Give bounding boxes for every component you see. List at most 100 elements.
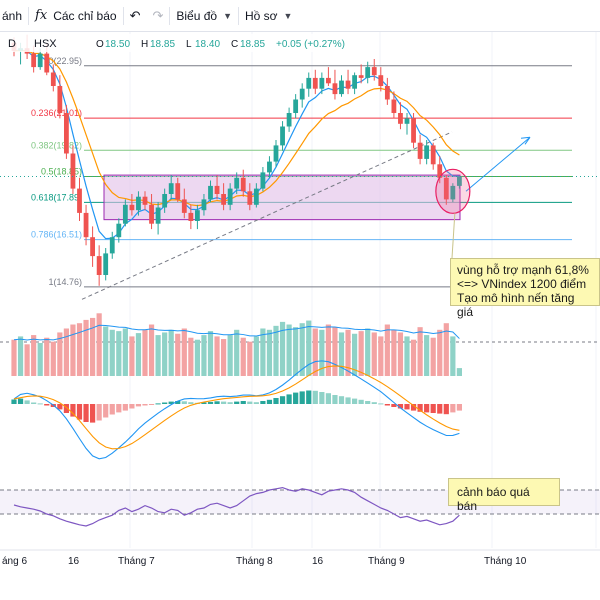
volume-bar	[286, 324, 292, 376]
macd-histogram-bar	[391, 404, 397, 407]
volume-bar	[116, 331, 122, 376]
volume-bar	[240, 337, 246, 376]
annotation-connector	[451, 213, 456, 259]
volume-bar	[96, 313, 102, 376]
volume-bar	[90, 317, 96, 376]
chart-type-label: Biểu đồ	[176, 8, 218, 23]
profile-button[interactable]: Hồ sơ ▼	[239, 0, 298, 31]
macd-histogram-bar	[371, 402, 377, 404]
redo-icon: ↷	[152, 7, 164, 23]
macd-histogram-bar	[76, 404, 83, 420]
macd-histogram-bar	[188, 402, 194, 404]
macd-histogram-bar	[279, 396, 286, 404]
redo-button[interactable]: ↷	[146, 0, 169, 31]
macd-histogram-bar	[175, 401, 181, 404]
volume-bar	[273, 325, 279, 376]
toolbar-divider	[28, 6, 30, 25]
macd-histogram-bar	[155, 403, 161, 405]
profile-label: Hồ sơ	[245, 8, 278, 23]
macd-histogram-bar	[11, 399, 17, 404]
macd-line	[13, 365, 460, 450]
legend-field-label: H	[141, 39, 148, 50]
undo-icon: ↶	[129, 7, 141, 23]
volume-bar	[57, 332, 63, 376]
volume-bar	[384, 324, 390, 376]
macd-histogram-bar	[266, 399, 273, 404]
undo-button[interactable]: ↶	[124, 0, 147, 31]
candle-body	[424, 145, 430, 159]
volume-bar	[332, 327, 338, 376]
trend-lines[interactable]	[81, 131, 531, 300]
volume-bar	[24, 344, 30, 376]
volume-bar	[410, 339, 417, 376]
candle-body	[398, 113, 403, 124]
macd-histogram-bar	[417, 404, 423, 412]
volume-bar	[312, 328, 318, 376]
annotation-line: Tạo mô hình nến tăng giá	[457, 291, 575, 319]
chart-markers	[0, 168, 600, 259]
dashed-trendline	[81, 131, 453, 300]
arrow-head	[520, 136, 531, 145]
macd-histogram-bar	[63, 404, 69, 413]
volume-bar	[378, 336, 384, 376]
volume-bar	[155, 335, 161, 376]
macd-histogram-bar	[135, 404, 142, 407]
support-zone[interactable]	[103, 174, 461, 221]
macd-histogram-bar	[70, 404, 76, 417]
candle-body	[136, 196, 141, 211]
candle-body	[326, 77, 331, 84]
chart-type-button[interactable]: Biểu đồ ▼	[170, 0, 238, 31]
time-axis-label: 16	[312, 556, 324, 567]
candle-body	[247, 191, 253, 205]
volume-bar	[129, 336, 135, 376]
macd-histogram-bar	[37, 403, 43, 405]
volume-bar	[148, 324, 155, 376]
candle-body	[417, 142, 423, 159]
toolbar-divider	[122, 6, 124, 25]
macd-histogram-bar	[247, 401, 253, 404]
macd-line	[13, 360, 460, 460]
oversold-warning-annotation[interactable]: cảnh báo quá bán	[448, 478, 560, 513]
indicators-label: Các chỉ báo	[53, 8, 117, 23]
macd-histogram-bar	[332, 395, 338, 404]
legend-field-value: 18.85	[240, 39, 265, 50]
candle-body	[201, 199, 207, 211]
time-axis: áng 6 16 Tháng 7 Tháng 8 16 Tháng 9 Tháng 10	[0, 549, 600, 567]
volume-bar	[11, 339, 17, 376]
candle-body	[234, 177, 240, 189]
candle-body	[208, 185, 213, 200]
fib-level-label: 0.382(19.82)	[31, 140, 82, 150]
volume-bar	[247, 341, 253, 376]
candle-body	[142, 196, 148, 205]
macd-histogram-bar	[221, 401, 227, 404]
cut-off-menu-label[interactable]: ánh	[2, 8, 23, 23]
volume-bar	[44, 337, 50, 376]
volume-bar	[194, 339, 200, 376]
candle-body	[345, 80, 351, 89]
candle-body	[103, 253, 109, 275]
indicators-button[interactable]: fx Các chỉ báo	[29, 0, 123, 31]
macd-histogram-bar	[273, 398, 279, 404]
candle-body	[44, 53, 50, 73]
volume-bar	[365, 328, 371, 376]
candle-body	[457, 176, 462, 186]
macd-histogram-bar	[325, 393, 331, 404]
candle-body	[280, 126, 285, 146]
price-legend: D HSX O 18.50 H 18.85 L 18.40 C 18.85 +0.05 (+0.27…	[0, 34, 345, 52]
macd-histogram-bar	[148, 404, 155, 405]
macd-histogram-bar	[17, 398, 24, 404]
macd-histogram-bar	[404, 404, 410, 410]
candle-body	[443, 177, 449, 200]
volume-bar	[424, 335, 430, 376]
candle-body	[450, 185, 456, 200]
macd-histogram-bar	[443, 404, 449, 415]
macd-histogram-bar	[116, 404, 122, 413]
volume-bar	[253, 336, 259, 376]
support-zone-annotation[interactable]: vùng hỗ trợ mạnh 61,8% <=> VNindex 1200 …	[450, 258, 600, 319]
chevron-down-icon: ▼	[283, 10, 293, 21]
volume-bar	[234, 329, 240, 376]
macd-histogram-bar	[57, 404, 63, 410]
macd-histogram-bar	[312, 390, 318, 404]
fib-level-label: 0.5(18.85)	[41, 166, 82, 176]
candle-body	[31, 53, 37, 68]
